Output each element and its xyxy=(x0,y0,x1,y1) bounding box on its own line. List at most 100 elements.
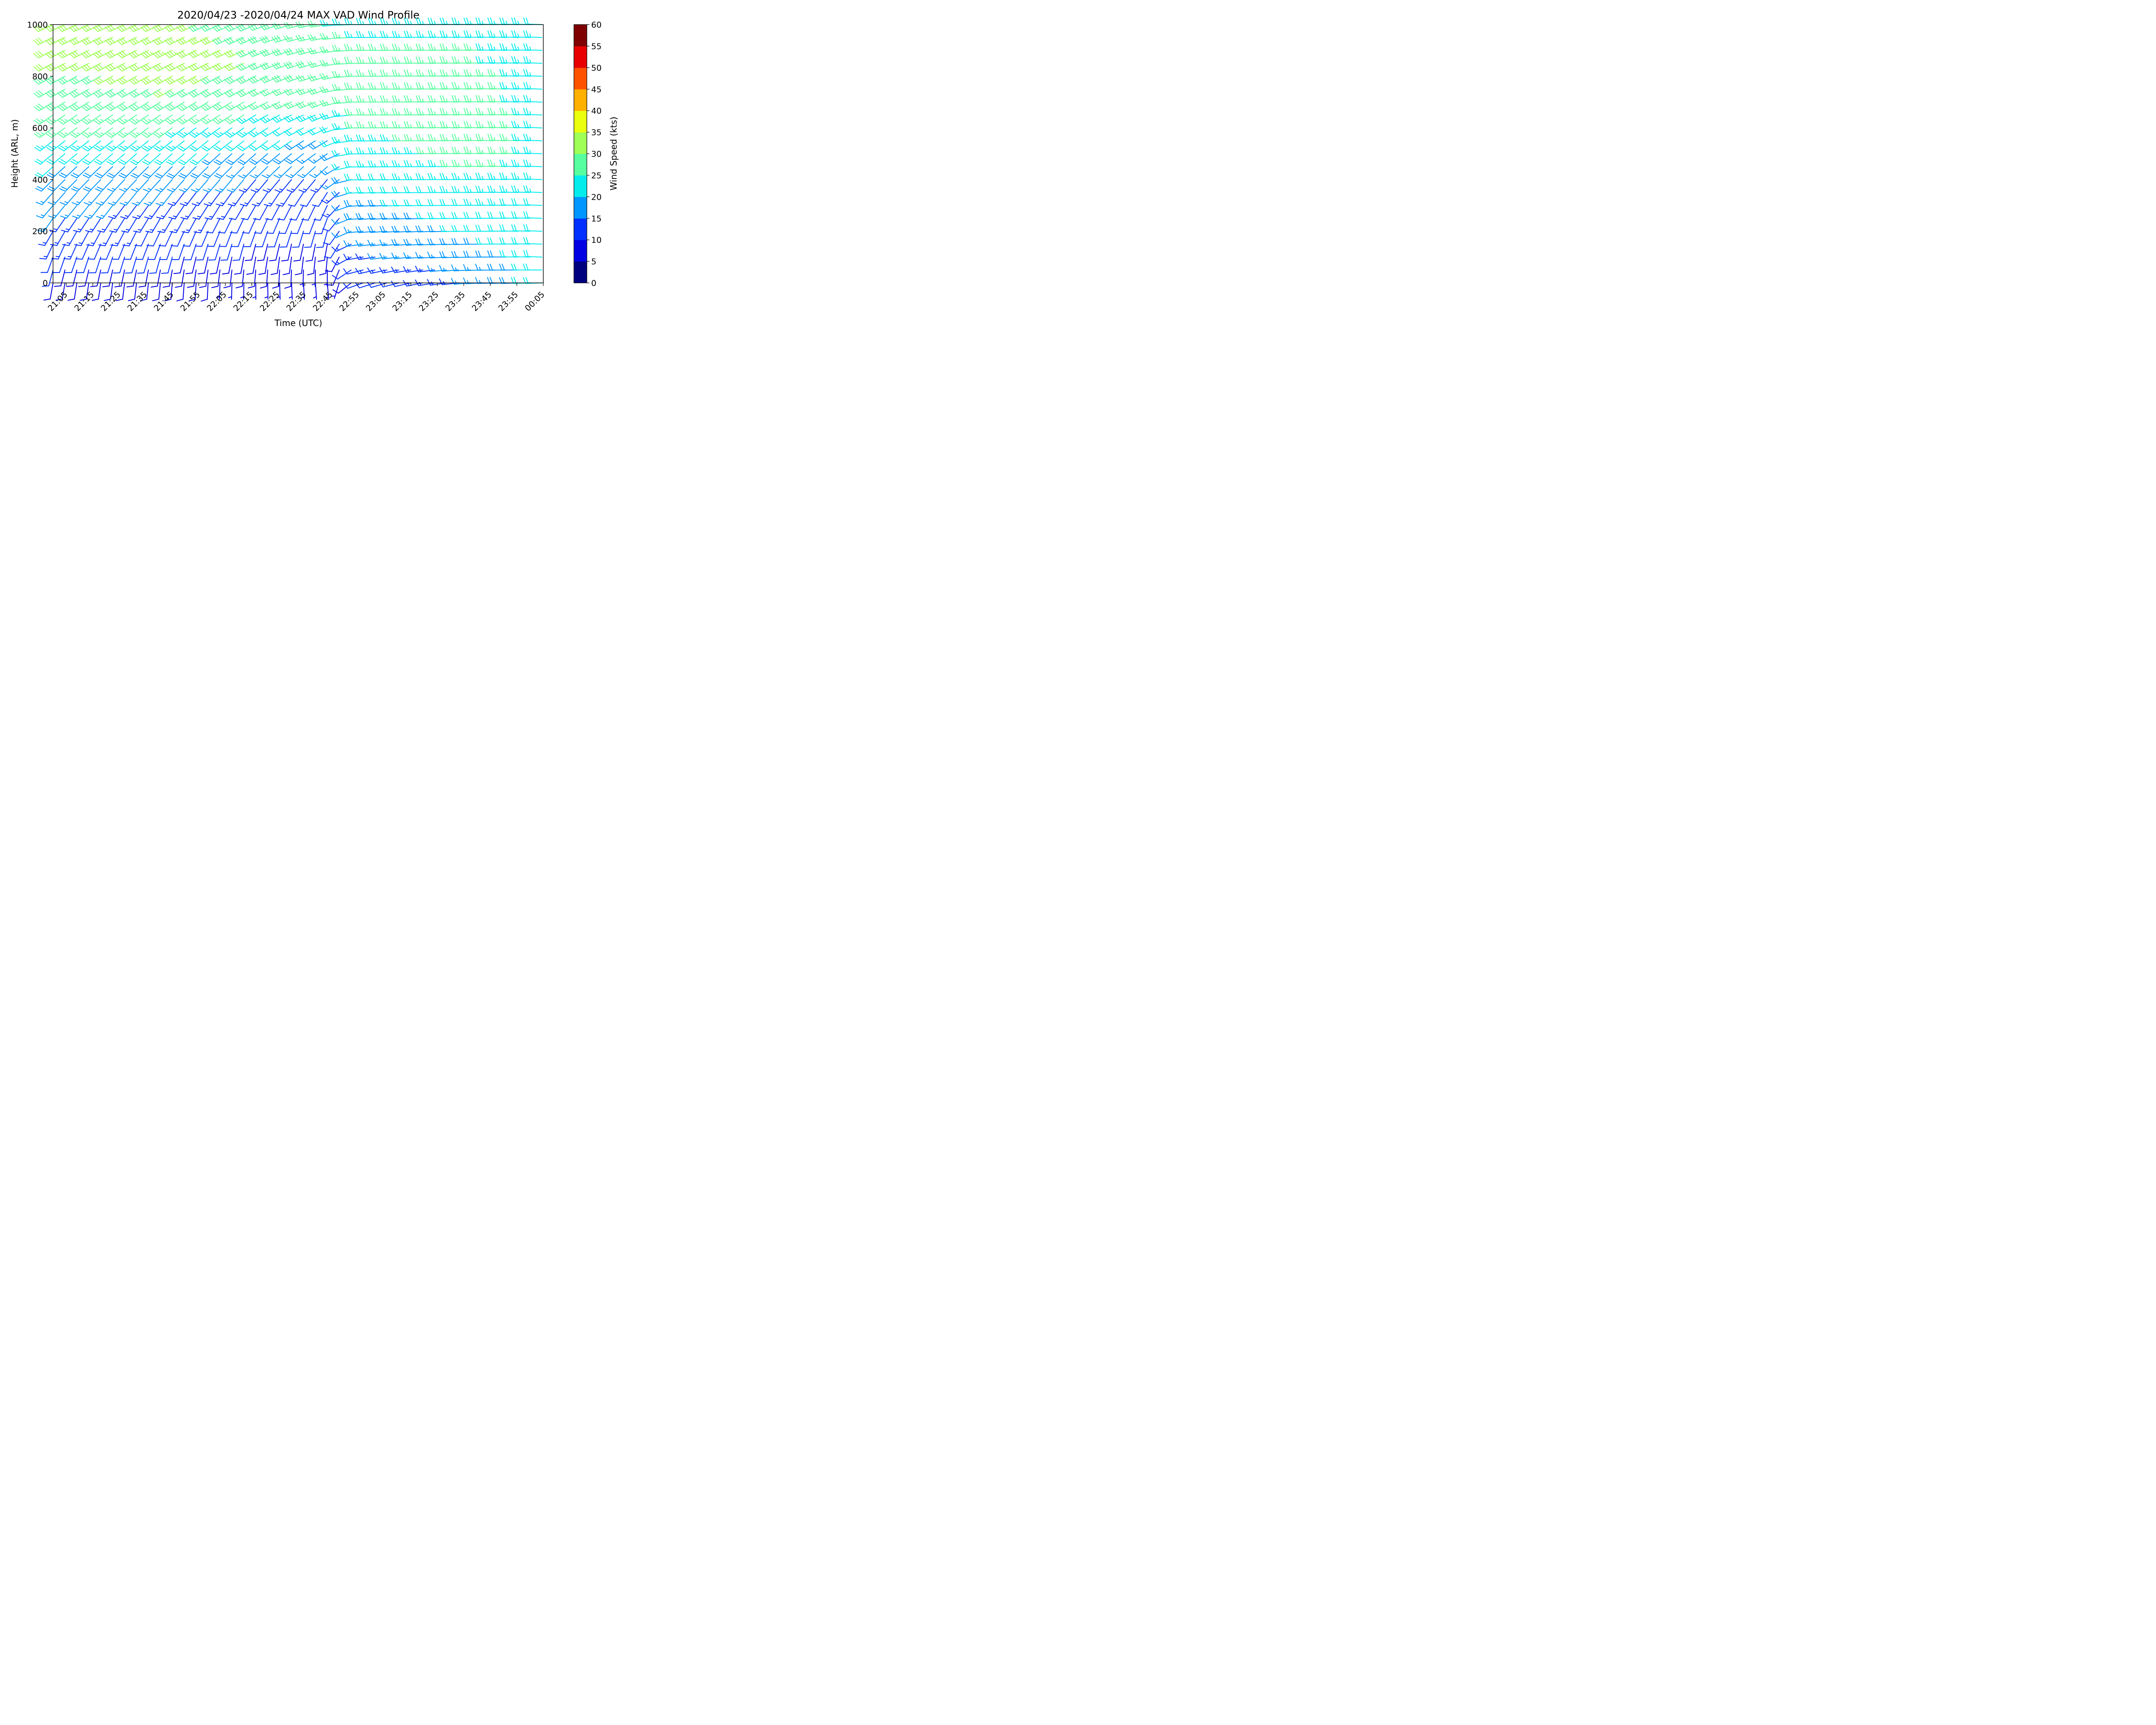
wind-barb xyxy=(132,192,149,206)
wind-barb xyxy=(260,35,280,44)
wind-barb xyxy=(234,257,244,275)
wind-barb xyxy=(34,140,53,151)
wind-barb xyxy=(285,153,304,164)
wind-barb xyxy=(69,127,89,138)
wind-barb xyxy=(289,205,304,221)
wind-barb xyxy=(391,226,411,233)
wind-barb xyxy=(78,270,89,287)
wind-barb xyxy=(72,192,89,206)
wind-barb xyxy=(319,257,328,276)
wind-barb xyxy=(305,244,316,262)
wind-barb xyxy=(331,257,352,266)
wind-barb xyxy=(355,282,376,289)
wind-barb xyxy=(282,257,292,275)
wind-barb xyxy=(116,24,137,32)
wind-barb xyxy=(66,270,78,287)
wind-barb xyxy=(288,192,304,207)
wind-barb xyxy=(523,224,542,232)
wind-barb xyxy=(283,88,304,96)
wind-barb xyxy=(260,62,280,70)
wind-barb xyxy=(379,226,400,233)
wind-barb xyxy=(277,205,292,221)
wind-barb xyxy=(98,231,113,246)
wind-barb xyxy=(279,231,292,248)
colorbar-bin xyxy=(574,25,587,47)
wind-barb xyxy=(225,127,244,138)
wind-barb xyxy=(67,282,78,301)
colorbar-bin xyxy=(574,240,587,262)
wind-barb xyxy=(415,238,436,246)
wind-barb xyxy=(220,244,232,261)
wind-barb xyxy=(90,270,101,287)
wind-barb xyxy=(403,226,423,233)
wind-barb xyxy=(43,282,53,301)
wind-barb xyxy=(214,166,232,179)
wind-barb xyxy=(240,282,244,300)
wind-barb xyxy=(168,205,185,220)
wind-barb xyxy=(222,257,232,275)
wind-barb xyxy=(273,153,292,165)
wind-barb xyxy=(216,282,221,300)
wind-barb xyxy=(163,270,173,288)
wind-barb xyxy=(260,101,280,110)
wind-barb xyxy=(319,86,340,94)
wind-barb xyxy=(290,218,304,234)
y-axis-label: Height (ARL, m) xyxy=(9,119,20,188)
colorbar-bin xyxy=(574,67,587,90)
wind-barb xyxy=(84,192,101,206)
wind-barb xyxy=(142,166,161,179)
wind-barb xyxy=(141,50,161,59)
wind-barb xyxy=(154,140,173,152)
wind-barb xyxy=(331,282,340,299)
wind-barb xyxy=(260,140,280,151)
wind-barb xyxy=(344,200,364,207)
wind-barb xyxy=(367,200,388,207)
wind-barb xyxy=(58,127,78,138)
wind-barb xyxy=(34,166,53,178)
wind-barb xyxy=(269,244,280,261)
wind-barb xyxy=(319,73,340,80)
wind-barb xyxy=(322,218,340,232)
wind-barb xyxy=(236,75,257,84)
wind-barb xyxy=(439,265,459,272)
wind-barb xyxy=(237,153,257,165)
wind-barb xyxy=(304,231,316,248)
wind-barb xyxy=(191,179,209,193)
colorbar-bin xyxy=(574,154,587,176)
wind-barb xyxy=(216,192,232,207)
wind-barb xyxy=(189,140,209,152)
wind-barb xyxy=(180,205,197,220)
wind-barb xyxy=(72,205,89,219)
wind-barb xyxy=(34,114,53,125)
wind-barb xyxy=(281,244,292,262)
colorbar-tick-label: 60 xyxy=(591,20,602,30)
x-tick-label: 21:15 xyxy=(72,290,96,313)
wind-barb xyxy=(141,114,161,125)
colorbar-bin xyxy=(574,261,587,283)
wind-barb xyxy=(75,244,89,260)
wind-barb xyxy=(184,244,197,260)
colorbar-tick-label: 15 xyxy=(591,214,602,223)
wind-barb xyxy=(86,231,101,246)
wind-barb xyxy=(523,30,542,38)
wind-barb xyxy=(146,231,161,247)
wind-barb xyxy=(302,218,316,234)
colorbar-tick-label: 5 xyxy=(591,257,596,267)
x-tick-label: 21:25 xyxy=(99,290,122,313)
x-tick-label: 00:05 xyxy=(523,290,546,313)
wind-barb xyxy=(129,114,149,125)
wind-barb xyxy=(248,140,268,151)
wind-barb xyxy=(293,244,304,262)
x-tick-label: 22:25 xyxy=(258,290,282,313)
y-tick-label: 0 xyxy=(43,279,48,288)
wind-barb xyxy=(47,179,66,192)
wind-barb xyxy=(224,63,244,71)
wind-barb xyxy=(158,231,173,247)
wind-barb xyxy=(283,61,304,69)
wind-barb xyxy=(169,218,185,233)
wind-barb xyxy=(94,140,113,152)
wind-barb xyxy=(251,179,268,193)
wind-barb xyxy=(106,140,125,152)
wind-barb xyxy=(319,100,340,107)
wind-barb xyxy=(188,24,209,32)
